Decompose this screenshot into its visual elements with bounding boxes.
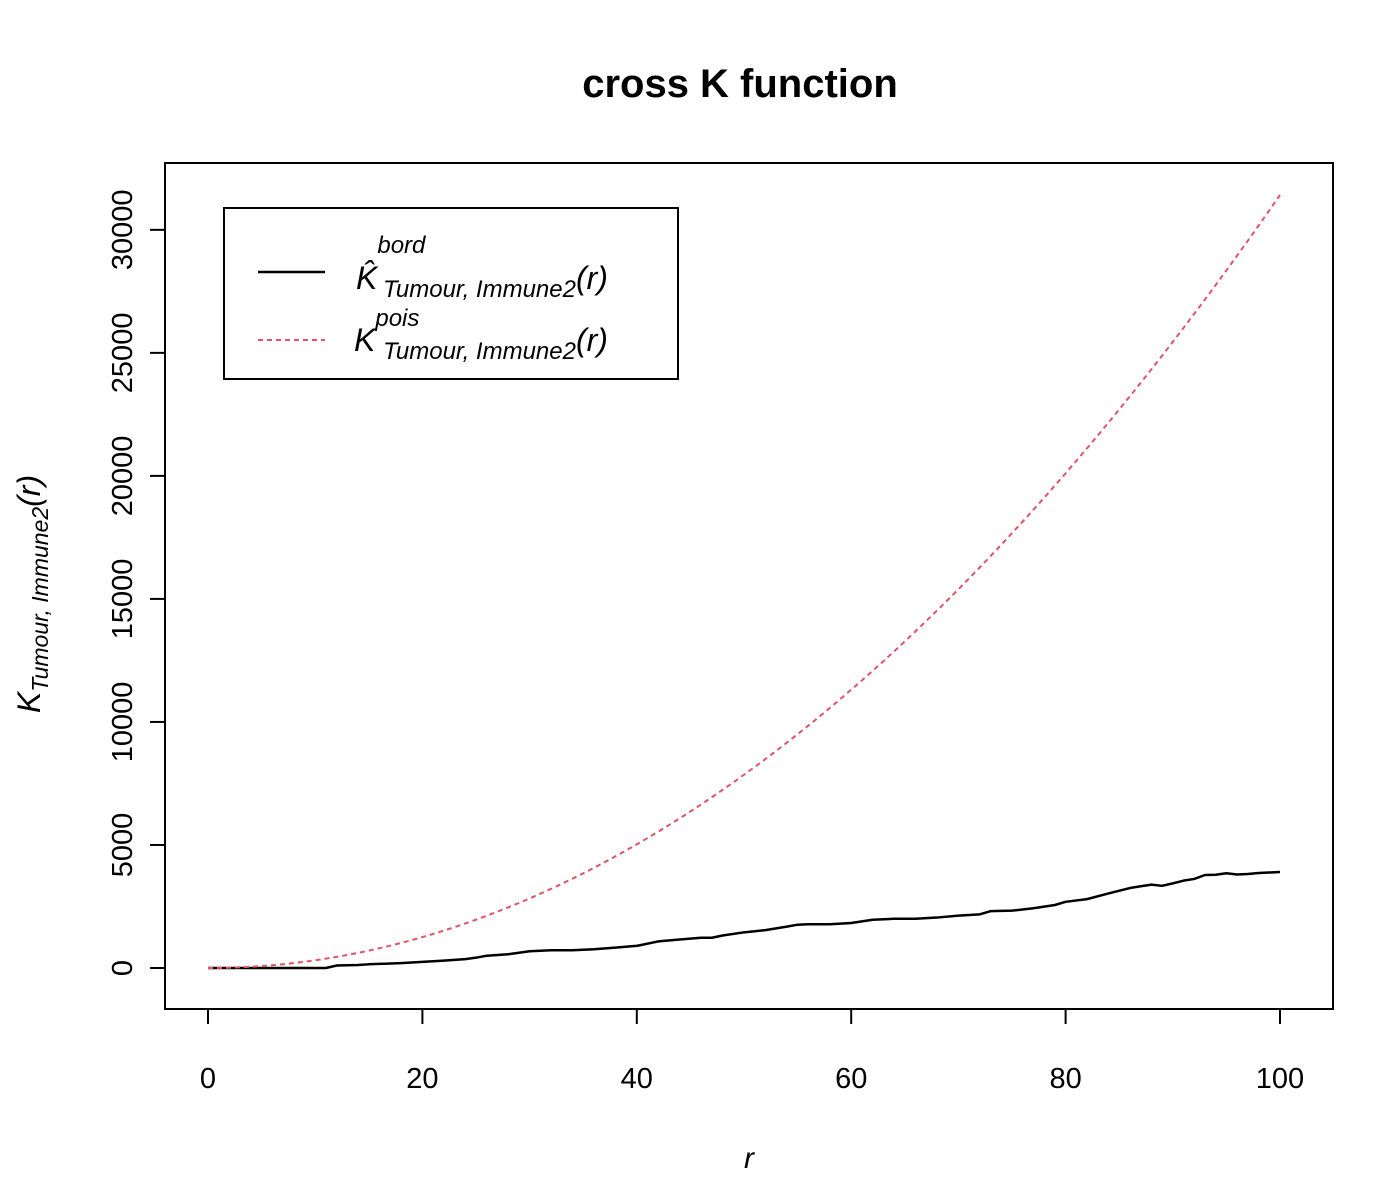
x-axis: 0 20 40 60 80 100 bbox=[200, 1008, 1304, 1095]
series-line-bord bbox=[208, 870, 1281, 970]
y-axis-label-subscript: Tumour, Immune2 bbox=[27, 507, 53, 692]
y-axis-label-argument: (r) bbox=[11, 475, 47, 507]
y-axis-label: KTumour, Immune2(r) bbox=[11, 475, 53, 713]
legend-box bbox=[223, 207, 679, 380]
legend-label-bord-subscript: Tumour, Immune2 bbox=[383, 276, 576, 303]
series-layer bbox=[207, 194, 1281, 970]
y-axis-label-main: K bbox=[11, 690, 47, 713]
legend-label-pois-subscript: Tumour, Immune2 bbox=[383, 338, 576, 365]
y-tick-label: 10000 bbox=[107, 682, 139, 763]
y-tick-label: 25000 bbox=[107, 313, 139, 394]
y-tick-label: 20000 bbox=[107, 436, 139, 517]
x-tick-label: 60 bbox=[835, 1063, 867, 1095]
y-axis: 0 5000 10000 15000 20000 25000 30000 bbox=[107, 190, 166, 976]
legend-label-pois-argument: (r) bbox=[576, 322, 608, 358]
chart-title: cross K function bbox=[582, 62, 898, 106]
x-tick-label: 80 bbox=[1049, 1063, 1081, 1095]
legend-label-bord-main: K̂ bbox=[356, 260, 379, 296]
svg-text:KTumour, Immune2(r): KTumour, Immune2(r) bbox=[11, 475, 53, 713]
series-line-pois bbox=[207, 194, 1281, 969]
legend-label-pois-main: K bbox=[354, 322, 377, 358]
y-tick-label: 5000 bbox=[107, 813, 139, 878]
x-tick-label: 20 bbox=[406, 1063, 438, 1095]
legend-label-bord-superscript: bord bbox=[377, 232, 426, 259]
legend-label-pois-superscript: pois bbox=[374, 305, 419, 332]
x-tick-label: 100 bbox=[1256, 1063, 1304, 1095]
legend-label-bord: K̂bord Tumour, Immune2(r) bbox=[356, 232, 608, 303]
x-tick-label: 0 bbox=[200, 1063, 216, 1095]
legend-label-pois: Kpois Tumour, Immune2(r) bbox=[354, 305, 608, 365]
y-tick-label: 0 bbox=[107, 960, 139, 976]
legend: K̂bord Tumour, Immune2(r) Kpois Tumour, Im… bbox=[223, 207, 679, 380]
x-axis-label: r bbox=[744, 1142, 755, 1175]
y-tick-label: 15000 bbox=[107, 559, 139, 640]
legend-label-bord-argument: (r) bbox=[576, 260, 608, 296]
x-tick-label: 40 bbox=[621, 1063, 653, 1095]
y-tick-label: 30000 bbox=[107, 190, 139, 271]
